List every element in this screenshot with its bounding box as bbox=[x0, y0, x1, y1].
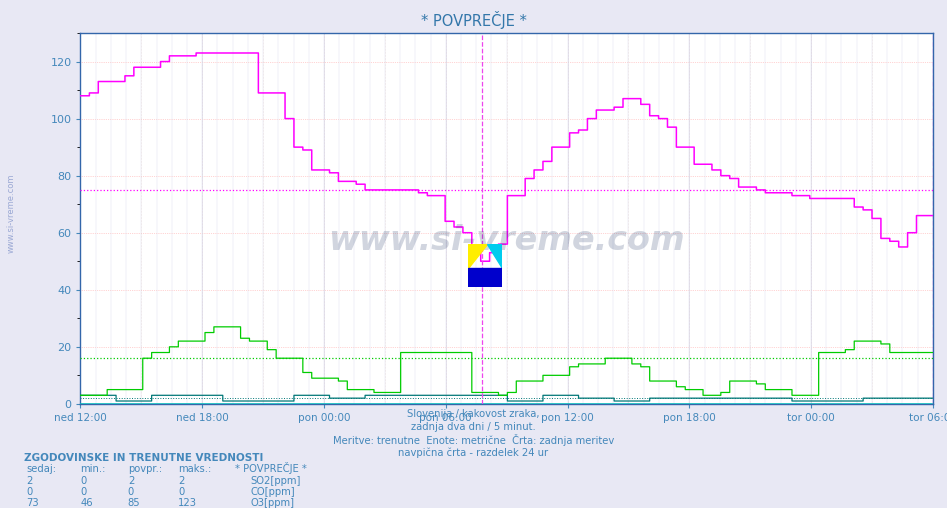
Text: SO2[ppm]: SO2[ppm] bbox=[250, 475, 300, 486]
Text: 0: 0 bbox=[178, 487, 185, 497]
Text: 0: 0 bbox=[128, 487, 134, 497]
Text: * POVPREČJE *: * POVPREČJE * bbox=[235, 462, 307, 474]
Text: * POVPREČJE *: * POVPREČJE * bbox=[420, 11, 527, 29]
Text: 46: 46 bbox=[80, 498, 93, 508]
Text: www.si-vreme.com: www.si-vreme.com bbox=[7, 174, 16, 253]
Text: 73: 73 bbox=[27, 498, 39, 508]
Text: maks.:: maks.: bbox=[178, 464, 211, 474]
Text: ZGODOVINSKE IN TRENUTNE VREDNOSTI: ZGODOVINSKE IN TRENUTNE VREDNOSTI bbox=[24, 453, 263, 463]
Polygon shape bbox=[468, 244, 487, 268]
Text: CO[ppm]: CO[ppm] bbox=[250, 487, 295, 497]
Text: zadnja dva dni / 5 minut.: zadnja dva dni / 5 minut. bbox=[411, 422, 536, 432]
Polygon shape bbox=[468, 268, 502, 287]
Text: 2: 2 bbox=[27, 475, 33, 486]
Text: Slovenija / kakovost zraka,: Slovenija / kakovost zraka, bbox=[407, 409, 540, 419]
Text: 0: 0 bbox=[80, 487, 87, 497]
Text: www.si-vreme.com: www.si-vreme.com bbox=[329, 224, 685, 257]
Text: O3[ppm]: O3[ppm] bbox=[250, 498, 294, 508]
Text: 0: 0 bbox=[27, 487, 33, 497]
Text: 2: 2 bbox=[128, 475, 134, 486]
Text: 123: 123 bbox=[178, 498, 197, 508]
Text: sedaj:: sedaj: bbox=[27, 464, 57, 474]
Text: navpična črta - razdelek 24 ur: navpična črta - razdelek 24 ur bbox=[399, 447, 548, 458]
Text: Meritve: trenutne  Enote: metrične  Črta: zadnja meritev: Meritve: trenutne Enote: metrične Črta: … bbox=[333, 434, 614, 447]
Polygon shape bbox=[487, 244, 502, 268]
Text: povpr.:: povpr.: bbox=[128, 464, 162, 474]
Text: 2: 2 bbox=[178, 475, 185, 486]
Text: 0: 0 bbox=[80, 475, 87, 486]
Text: 85: 85 bbox=[128, 498, 140, 508]
Text: min.:: min.: bbox=[80, 464, 106, 474]
